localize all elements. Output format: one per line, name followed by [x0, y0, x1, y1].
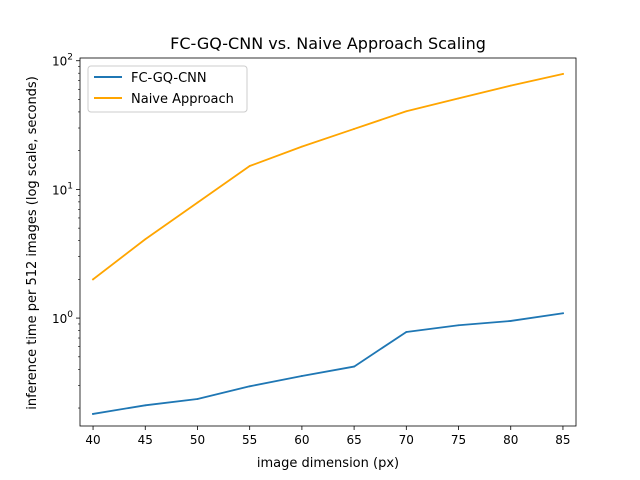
y-tick-label: 101	[52, 181, 73, 197]
x-tick-label: 80	[503, 433, 518, 447]
legend-frame	[87, 65, 248, 113]
x-axis-label: image dimension (px)	[257, 456, 399, 471]
data-point-fc-gq-cnn	[92, 413, 94, 415]
chart-title: FC-GQ-CNN vs. Naive Approach Scaling	[170, 34, 486, 53]
data-point-fc-gq-cnn	[248, 385, 251, 388]
legend-label-fc-gq-cnn: FC-GQ-CNN	[131, 71, 207, 86]
y-tick-label: 100	[52, 310, 73, 326]
y-axis-label: inference time per 512 images (log scale…	[25, 76, 40, 410]
x-tick-label: 45	[138, 433, 153, 447]
x-tick-label: 60	[294, 433, 309, 447]
data-point-naive-approach	[248, 165, 251, 167]
data-point-naive-approach	[353, 128, 356, 130]
x-tick-label: 50	[190, 433, 205, 447]
data-point-naive-approach	[509, 84, 512, 87]
y-tick-label: 102	[52, 53, 73, 69]
data-point-naive-approach	[300, 145, 303, 148]
data-point-fc-gq-cnn	[144, 404, 147, 407]
data-point-fc-gq-cnn	[196, 398, 199, 400]
x-tick-label: 40	[85, 433, 100, 447]
axes-frame	[79, 57, 577, 427]
legend-label-naive-approach: Naive Approach	[131, 92, 234, 107]
data-point-fc-gq-cnn	[300, 375, 303, 377]
data-point-fc-gq-cnn	[405, 331, 408, 333]
legend: FC-GQ-CNN Naive Approach	[87, 65, 248, 113]
series-line-fc-gq-cnn	[92, 312, 564, 415]
data-point-naive-approach	[562, 72, 564, 75]
data-point-naive-approach	[405, 110, 408, 113]
plot-area: 40 45 50 55 60 65 70 75 80 85 100 101 102	[52, 53, 577, 447]
data-point-fc-gq-cnn	[353, 365, 356, 368]
data-point-naive-approach	[457, 97, 460, 100]
x-tick-label: 65	[346, 433, 361, 447]
data-point-naive-approach	[144, 238, 147, 241]
data-point-fc-gq-cnn	[562, 312, 564, 315]
data-point-fc-gq-cnn	[457, 324, 460, 327]
series-line-naive-approach	[91, 72, 565, 281]
x-tick-label: 85	[555, 433, 570, 447]
data-point-naive-approach	[196, 201, 199, 204]
data-point-naive-approach	[92, 278, 94, 281]
x-tick-label: 70	[399, 433, 414, 447]
data-point-fc-gq-cnn	[509, 320, 512, 322]
x-tick-label: 55	[242, 433, 257, 447]
x-tick-label: 75	[451, 433, 466, 447]
